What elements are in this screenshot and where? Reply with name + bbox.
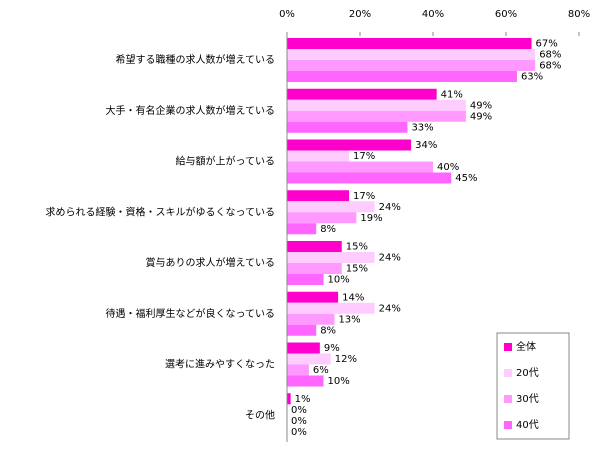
bar — [287, 223, 317, 235]
category-label: 待遇・福利厚生などが良くなっている — [106, 307, 276, 320]
bar — [287, 190, 350, 202]
x-tick-label: 60% — [495, 9, 517, 20]
legend-label: 全体 — [516, 340, 536, 353]
value-label: 45% — [455, 173, 477, 184]
value-label: 10% — [328, 275, 350, 286]
bar — [287, 49, 536, 60]
category-label: 求められる経験・資格・スキルがゆるくなっている — [46, 205, 276, 218]
value-label: 0% — [291, 416, 307, 427]
bar — [287, 161, 433, 173]
value-label: 24% — [379, 303, 401, 314]
bar — [287, 71, 517, 82]
value-label: 12% — [335, 354, 357, 365]
value-label: 49% — [470, 100, 492, 111]
x-tick-label: 80% — [568, 9, 590, 20]
value-label: 8% — [320, 325, 336, 336]
bar — [287, 302, 375, 314]
category-label: 給与額が上がっている — [176, 155, 276, 168]
value-label: 33% — [411, 122, 433, 133]
bar — [287, 342, 320, 354]
legend-swatch — [504, 421, 512, 429]
value-label: 15% — [346, 264, 368, 275]
value-label: 49% — [470, 111, 492, 122]
bar — [287, 212, 357, 224]
value-label: 68% — [539, 61, 561, 72]
bar — [287, 172, 452, 184]
legend-label: 30代 — [516, 393, 539, 405]
value-label: 8% — [320, 224, 336, 235]
bar — [287, 252, 375, 263]
value-label: 6% — [313, 365, 329, 376]
bar — [287, 291, 339, 303]
value-label: 0% — [291, 405, 307, 416]
legend-label: 20代 — [516, 367, 539, 379]
value-label: 68% — [539, 50, 561, 61]
bar — [287, 263, 342, 274]
bar — [287, 364, 309, 376]
bar — [287, 201, 375, 213]
value-label: 19% — [360, 213, 382, 224]
bar — [287, 139, 412, 151]
bar — [287, 121, 408, 133]
bar — [287, 241, 342, 252]
x-tick-label: 40% — [422, 9, 444, 20]
value-label: 10% — [328, 376, 350, 387]
value-label: 14% — [342, 292, 364, 303]
bar — [287, 274, 324, 285]
value-label: 24% — [379, 202, 401, 213]
category-label: その他 — [245, 408, 275, 421]
bar — [287, 313, 335, 325]
value-label: 0% — [291, 427, 307, 438]
value-label: 34% — [415, 140, 437, 151]
value-label: 67% — [536, 39, 558, 50]
bar — [287, 110, 466, 122]
bar — [287, 38, 532, 49]
bar — [287, 353, 331, 365]
bar — [287, 60, 536, 71]
value-label: 41% — [441, 89, 463, 100]
bar — [287, 375, 324, 387]
bar — [287, 393, 291, 405]
value-label: 1% — [295, 394, 311, 405]
category-label: 選考に進みやすくなった — [165, 358, 275, 371]
value-label: 17% — [353, 151, 375, 162]
bar — [287, 324, 317, 336]
x-tick-label: 20% — [349, 9, 371, 20]
value-label: 63% — [521, 72, 543, 83]
legend-swatch — [504, 395, 512, 403]
bar — [287, 99, 466, 111]
bar — [287, 88, 437, 100]
x-tick-label: 0% — [279, 9, 295, 20]
value-label: 15% — [346, 242, 368, 253]
legend-label: 40代 — [516, 419, 539, 431]
value-label: 17% — [353, 191, 375, 202]
category-label: 賞与ありの求人が増えている — [146, 256, 276, 269]
value-label: 40% — [437, 162, 459, 173]
bar — [287, 150, 350, 162]
category-label: 希望する職種の求人数が増えている — [116, 53, 276, 66]
value-label: 9% — [324, 343, 340, 354]
value-label: 13% — [338, 314, 360, 325]
category-label: 大手・有名企業の求人数が増えている — [106, 104, 276, 117]
legend-swatch — [504, 369, 512, 377]
legend-swatch — [504, 343, 512, 351]
value-label: 24% — [379, 253, 401, 264]
